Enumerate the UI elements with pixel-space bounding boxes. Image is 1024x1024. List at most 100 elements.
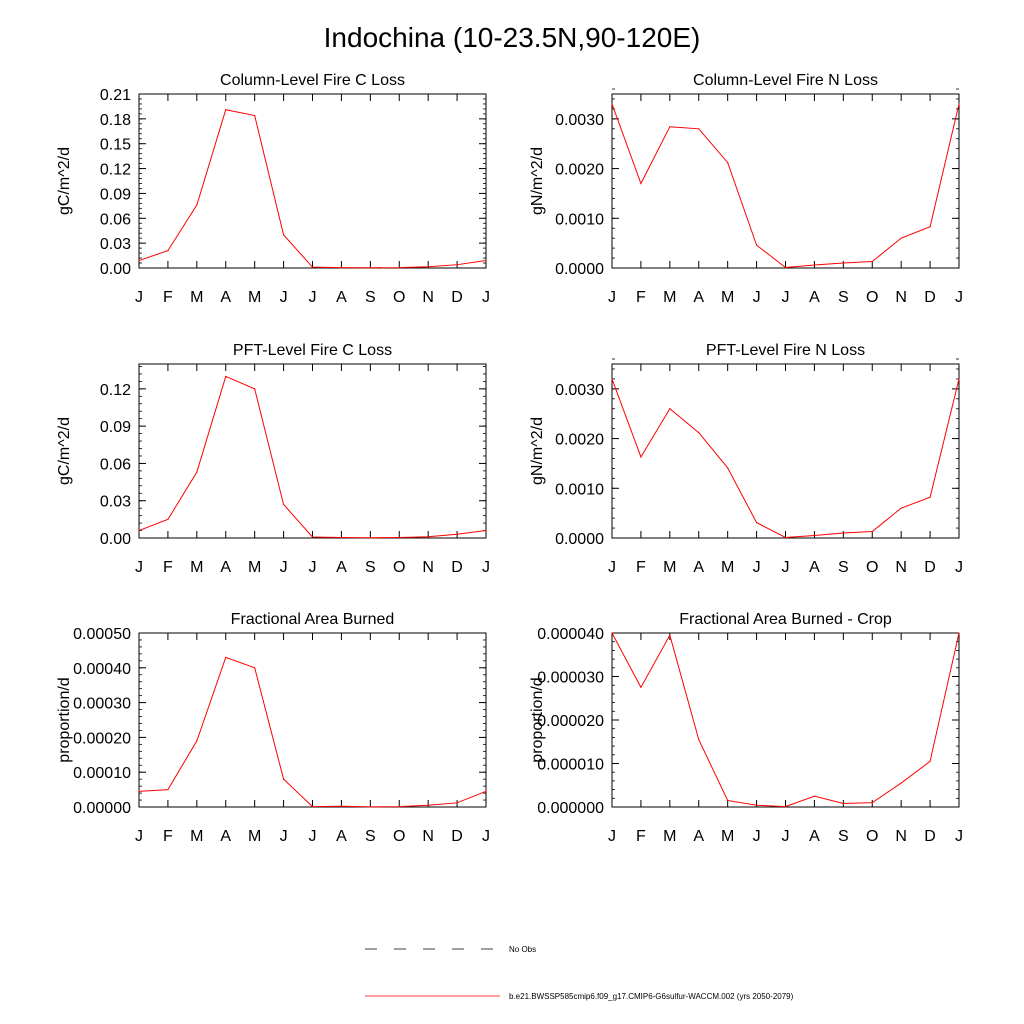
data-point	[669, 408, 671, 410]
data-point	[958, 632, 960, 634]
x-tick-label: J	[135, 289, 143, 306]
x-tick-label: F	[163, 289, 173, 306]
x-tick-label: N	[895, 828, 907, 845]
panel-title: Column-Level Fire N Loss	[693, 72, 878, 89]
series-line	[611, 378, 960, 539]
data-point	[727, 162, 729, 164]
data-point	[611, 378, 613, 380]
data-point	[640, 182, 642, 185]
x-tick-label: J	[309, 559, 317, 576]
data-point	[196, 740, 198, 742]
data-point	[784, 805, 787, 808]
data-point	[485, 259, 487, 262]
x-tick-label: J	[782, 289, 790, 306]
data-point	[640, 456, 642, 458]
data-point	[427, 804, 429, 806]
x-tick-label: D	[924, 289, 936, 306]
y-tick-label: 0.0020	[555, 162, 604, 179]
x-tick-label: A	[336, 289, 347, 306]
data-point	[369, 267, 371, 269]
x-tick-label: M	[248, 559, 261, 576]
data-point	[196, 204, 198, 206]
x-tick-label: A	[220, 559, 231, 576]
data-point	[138, 259, 140, 262]
data-point	[311, 806, 314, 808]
data-point	[369, 806, 371, 808]
data-point	[311, 266, 314, 268]
data-point	[958, 103, 960, 105]
x-tick-label: O	[393, 289, 405, 306]
y-tick-label: 0.06	[100, 211, 131, 228]
data-point	[611, 103, 613, 105]
x-tick-label: S	[838, 289, 849, 306]
data-point	[167, 789, 169, 791]
y-tick-label: 0.000030	[537, 670, 604, 687]
y-tick-label: 0.12	[100, 162, 131, 179]
y-tick-label: 0.0020	[555, 432, 604, 449]
data-point	[167, 518, 169, 520]
x-tick-label: J	[482, 559, 490, 576]
x-tick-label: A	[220, 289, 231, 306]
x-tick-label: J	[280, 559, 288, 576]
data-point	[669, 126, 671, 128]
legend-no-obs-label: No Obs	[509, 945, 536, 954]
x-tick-label: F	[163, 559, 173, 576]
data-point	[311, 536, 314, 538]
y-tick-label: 0.00020	[73, 730, 131, 747]
x-tick-label: J	[753, 828, 761, 845]
x-tick-label: N	[422, 828, 434, 845]
data-point	[900, 507, 902, 509]
x-tick-label: O	[866, 289, 878, 306]
x-tick-label: J	[309, 828, 317, 845]
chart-panel-1: Column-Level Fire C Loss gC/m^2/d 0.00 0.03…	[56, 72, 490, 306]
x-tick-label: M	[248, 289, 261, 306]
x-tick-label: J	[608, 559, 616, 576]
data-point	[669, 634, 671, 636]
x-tick-label: O	[866, 828, 878, 845]
chart-panel-4: PFT-Level Fire N Loss gN/m^2/d 0.0000 0.001…	[529, 342, 963, 576]
plot-frame	[611, 632, 960, 808]
x-tick-label: J	[782, 828, 790, 845]
x-tick-label: J	[782, 559, 790, 576]
data-point	[900, 782, 902, 784]
y-axis-label: gC/m^2/d	[56, 417, 73, 485]
data-point	[813, 795, 816, 797]
data-point	[755, 244, 758, 246]
data-point	[784, 266, 787, 269]
x-tick-label: J	[280, 828, 288, 845]
x-tick-label: F	[636, 828, 646, 845]
data-point	[640, 686, 642, 688]
data-point	[900, 237, 902, 239]
x-tick-label: F	[163, 828, 173, 845]
data-point	[254, 667, 256, 669]
x-tick-label: N	[422, 559, 434, 576]
series-line	[611, 632, 960, 808]
x-tick-label: D	[924, 559, 936, 576]
data-point	[929, 226, 931, 228]
data-point	[871, 530, 873, 533]
x-tick-label: A	[809, 289, 820, 306]
data-point	[225, 375, 227, 378]
y-tick-label: 0.21	[100, 87, 131, 104]
y-tick-label: 0.00	[100, 261, 131, 278]
y-tick-label: 0.00050	[73, 626, 131, 643]
y-axis-label: gC/m^2/d	[56, 147, 73, 215]
x-tick-label: M	[721, 828, 734, 845]
x-tick-label: A	[809, 559, 820, 576]
x-tick-label: N	[422, 289, 434, 306]
x-tick-label: J	[955, 289, 963, 306]
data-point	[282, 778, 285, 780]
panel-title: PFT-Level Fire C Loss	[233, 342, 392, 359]
data-point	[698, 432, 700, 434]
data-point	[225, 656, 227, 658]
data-point	[282, 234, 285, 236]
y-tick-label: 0.000040	[537, 626, 604, 643]
data-point	[485, 529, 487, 532]
data-point	[254, 114, 256, 117]
data-point	[784, 536, 787, 539]
y-axis-label: gN/m^2/d	[529, 417, 546, 485]
x-tick-label: S	[365, 559, 376, 576]
x-tick-label: O	[866, 559, 878, 576]
y-tick-label: 0.03	[100, 236, 131, 253]
x-tick-label: J	[608, 828, 616, 845]
